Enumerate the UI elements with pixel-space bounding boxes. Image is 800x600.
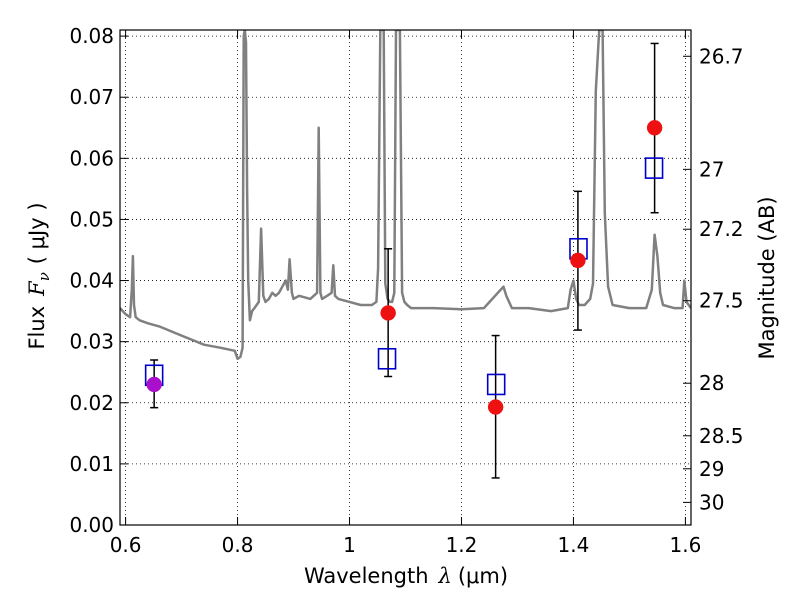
observed-point (487, 399, 504, 415)
right-tick-label: 27 (699, 157, 724, 181)
model-square-marker (486, 373, 506, 396)
right-tick-labels: 26.7 27 27.2 27.5 28 28.5 29 30 (699, 44, 744, 514)
y-axis-title-subscript: ν (35, 272, 53, 281)
y-axis-title-prefix: Flux (25, 306, 49, 350)
y-tick-label: 0.01 (69, 452, 114, 476)
x-axis-title-unit: (μm) (458, 564, 508, 588)
model-square-marker (644, 157, 664, 179)
right-tick-label: 28 (699, 371, 724, 395)
right-tick-label: 29 (699, 457, 724, 481)
x-tick-label: 1 (343, 533, 356, 557)
x-tick-labels: 0.6 0.8 1 1.2 1.4 1.6 (110, 533, 702, 557)
right-tick-label: 27.5 (699, 289, 744, 313)
y-tick-label: 0.08 (69, 24, 114, 48)
y-tick-label: 0.07 (69, 85, 114, 109)
highlighted-observed-point (146, 376, 162, 393)
y-tick-label: 0.02 (69, 391, 114, 415)
y-tick-label: 0.03 (69, 330, 114, 354)
right-axis-title: Magnitude (AB) (755, 196, 779, 359)
plot-frame (119, 29, 692, 526)
y-axis-title-unit: ( μJy ) (25, 202, 49, 264)
y-axis-title-symbol: F (25, 280, 49, 297)
right-tick-label: 27.2 (699, 217, 744, 241)
right-tick-label: 28.5 (699, 424, 744, 448)
observed-point (380, 305, 396, 321)
y-axis-title: Flux Fν ( μJy ) (25, 202, 53, 349)
y-tick-labels: 0.00 0.01 0.02 0.03 0.04 0.05 0.06 0.07 0.08 (69, 24, 114, 537)
observed-point (570, 252, 586, 269)
x-tick-label: 1.6 (669, 533, 701, 557)
model-square-marker (377, 347, 397, 370)
right-tick-label: 26.7 (699, 44, 744, 68)
y-tick-label: 0.05 (69, 207, 114, 231)
x-tick-label: 1.2 (446, 533, 478, 557)
x-tick-label: 0.6 (110, 533, 142, 557)
grid-lines (120, 30, 691, 526)
x-axis-title: Wavelength λ (μm) (304, 564, 508, 588)
observed-point-layer (146, 120, 663, 415)
spectrum-layer (120, 30, 691, 361)
y-tick-label: 0.04 (69, 269, 114, 293)
x-axis-title-prefix: Wavelength (304, 564, 429, 588)
tick-marks (120, 30, 691, 526)
x-tick-label: 1.4 (558, 533, 590, 557)
y-tick-label: 0.00 (69, 513, 114, 537)
observed-point (646, 120, 663, 136)
x-tick-label: 0.8 (222, 533, 254, 557)
spectrum-line (120, 30, 691, 361)
plot-background (120, 30, 691, 525)
y-tick-label: 0.06 (69, 146, 114, 170)
right-tick-label: 30 (699, 490, 724, 514)
x-axis-title-symbol: λ (438, 564, 452, 588)
